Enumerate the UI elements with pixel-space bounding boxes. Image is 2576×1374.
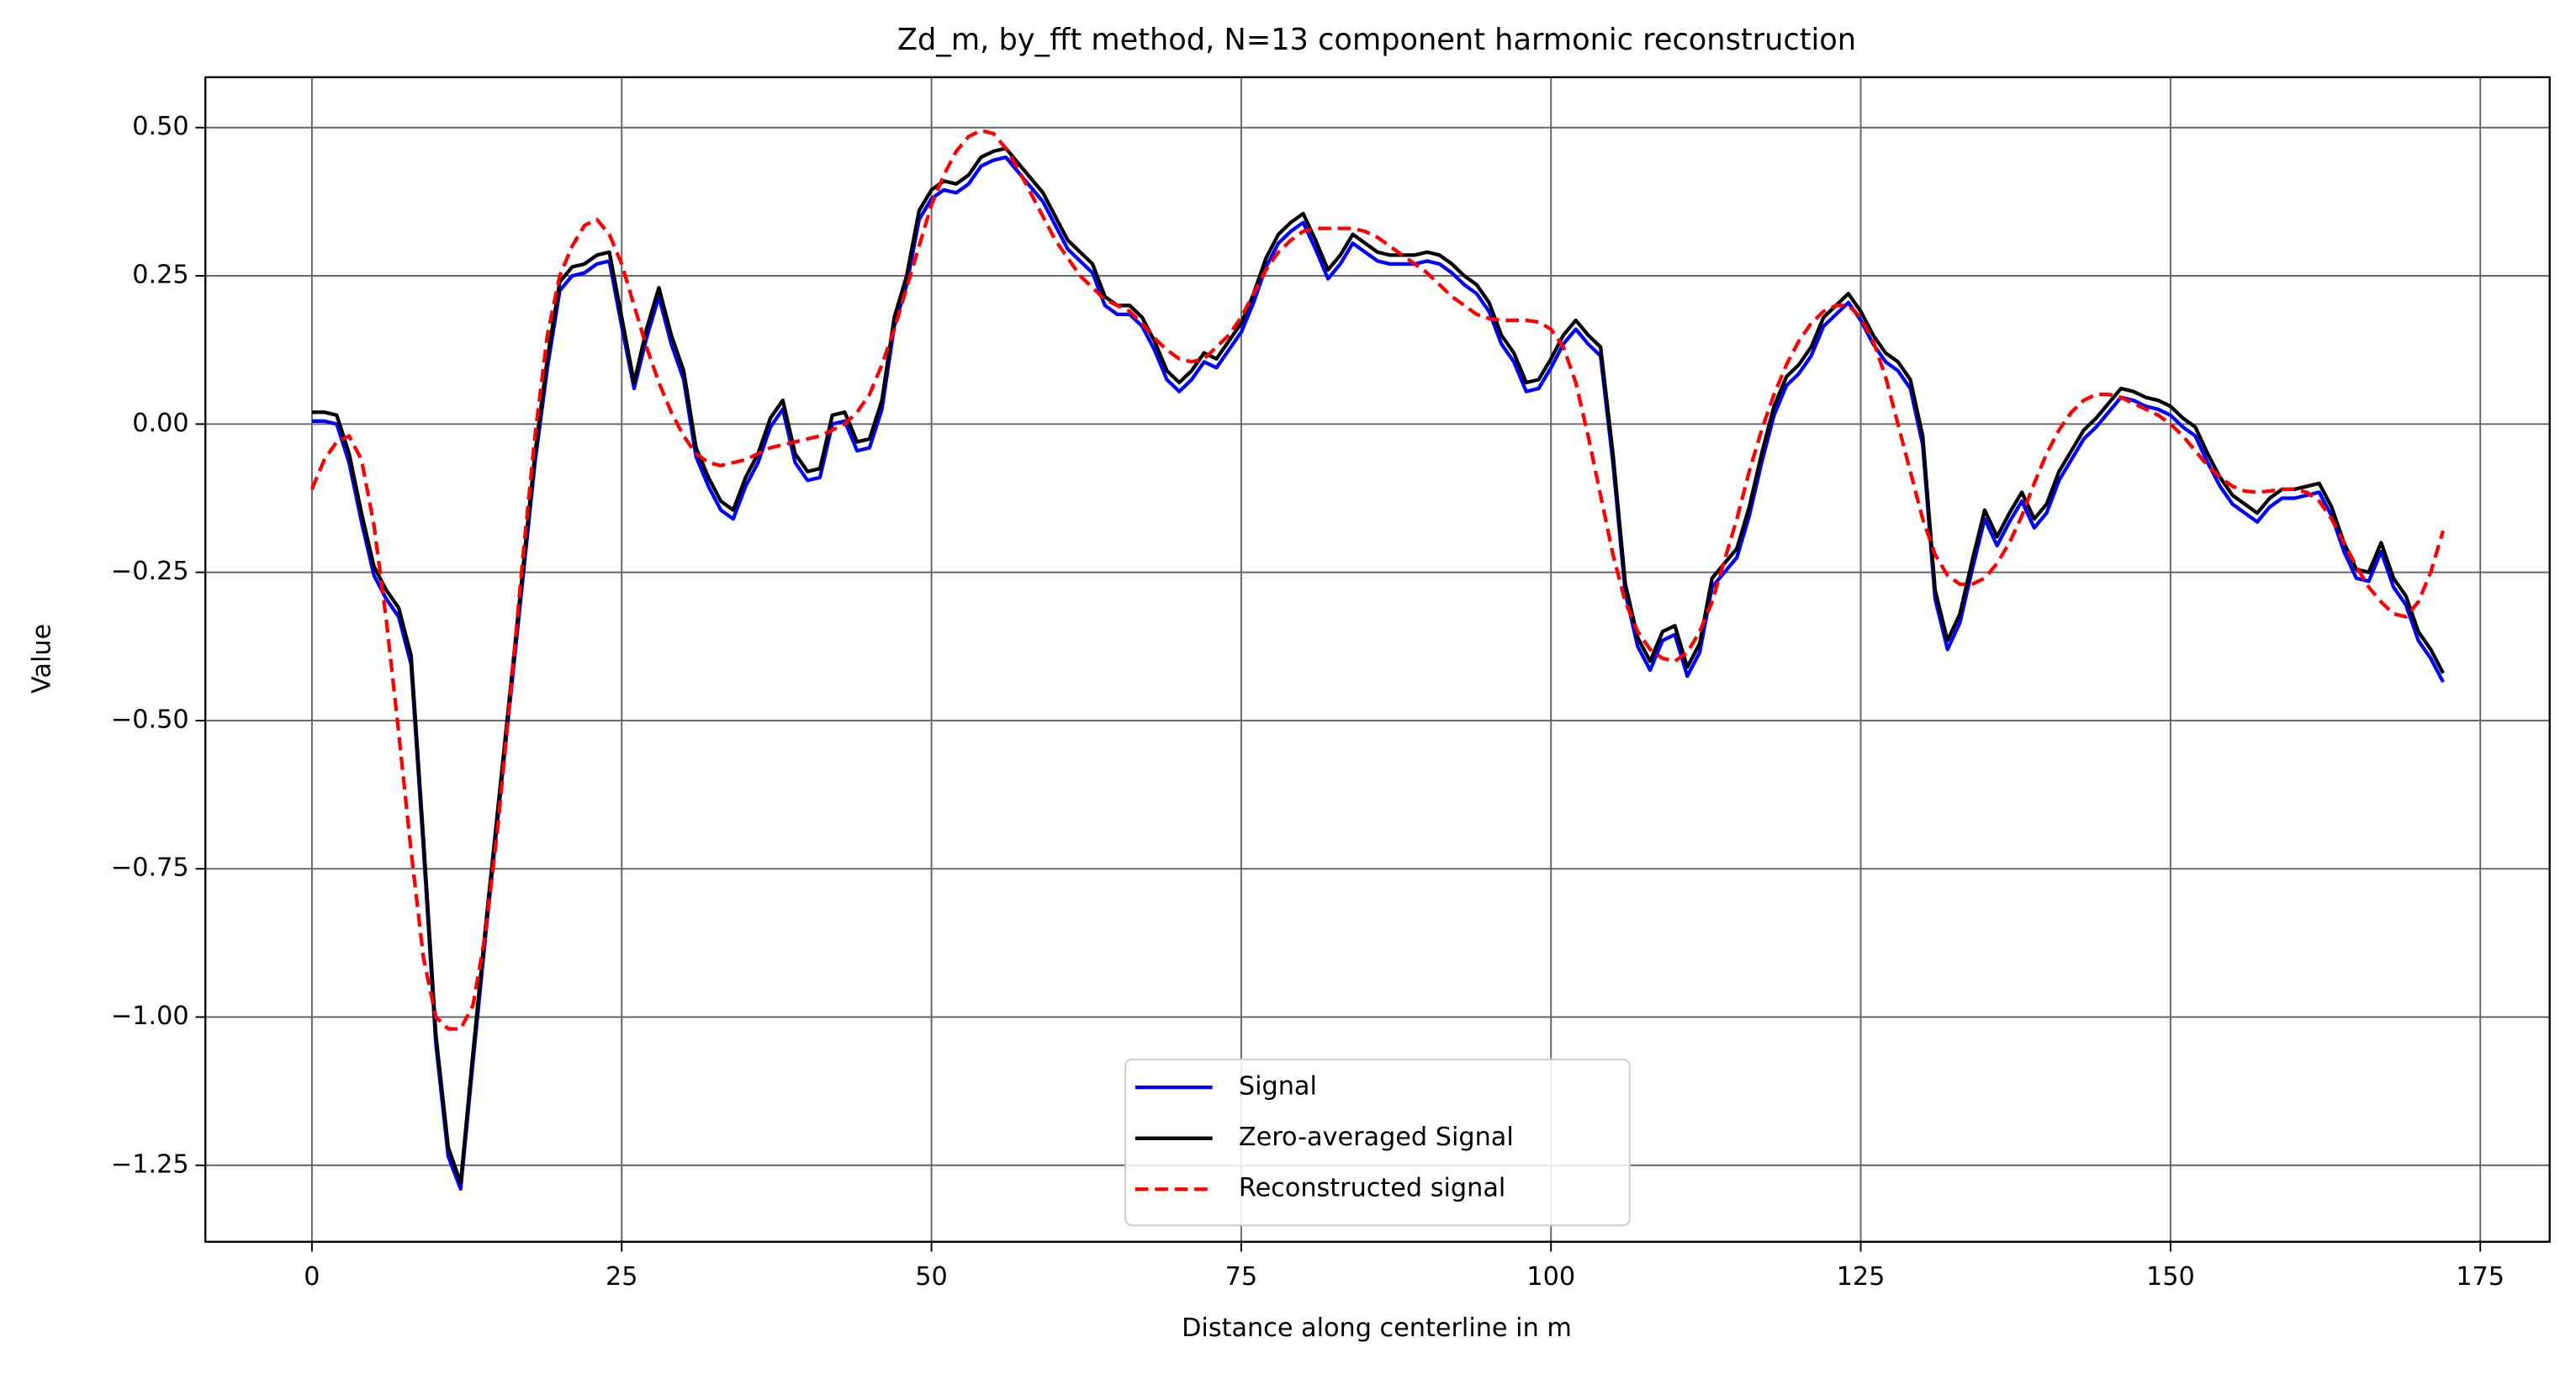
legend-label: Zero-averaged Signal [1239,1123,1514,1152]
x-tick-label: 0 [304,1262,320,1292]
y-tick-label: 0.25 [132,261,188,290]
data-line [309,129,2446,1031]
x-tick-label: 175 [2456,1262,2505,1292]
y-tick-label: −1.00 [111,1001,189,1031]
x-axis-label: Distance along centerline in m [1182,1313,1572,1343]
legend-box [1124,1058,1631,1227]
y-tick-label: 0.50 [132,112,188,141]
x-tick-label: 125 [1837,1262,1886,1292]
x-tick-label: 25 [606,1262,638,1292]
y-axis-label: Value [27,624,56,694]
x-tick-label: 75 [1225,1262,1258,1292]
x-tick-label: 50 [915,1262,948,1292]
grid [205,77,2550,1242]
x-tick-label: 100 [1526,1262,1575,1292]
legend: Signal Zero-averaged Signal Reconstructed … [1124,1058,1631,1227]
x-tick-label: 150 [2146,1262,2195,1292]
data-line [311,146,2445,1186]
data-line [311,155,2445,1192]
y-tick-label: −1.25 [111,1149,189,1179]
y-tick-label: 0.00 [132,409,188,438]
y-tick-label: −0.50 [111,705,189,734]
y-tick-label: −0.75 [111,853,189,883]
legend-label: Reconstructed signal [1239,1174,1505,1203]
chart-title: Zd_m, by_fft method, N=13 component harm… [897,23,1856,57]
plot-frame [204,76,2551,1243]
legend-label: Signal [1239,1072,1317,1102]
y-tick-label: −0.25 [111,557,189,586]
